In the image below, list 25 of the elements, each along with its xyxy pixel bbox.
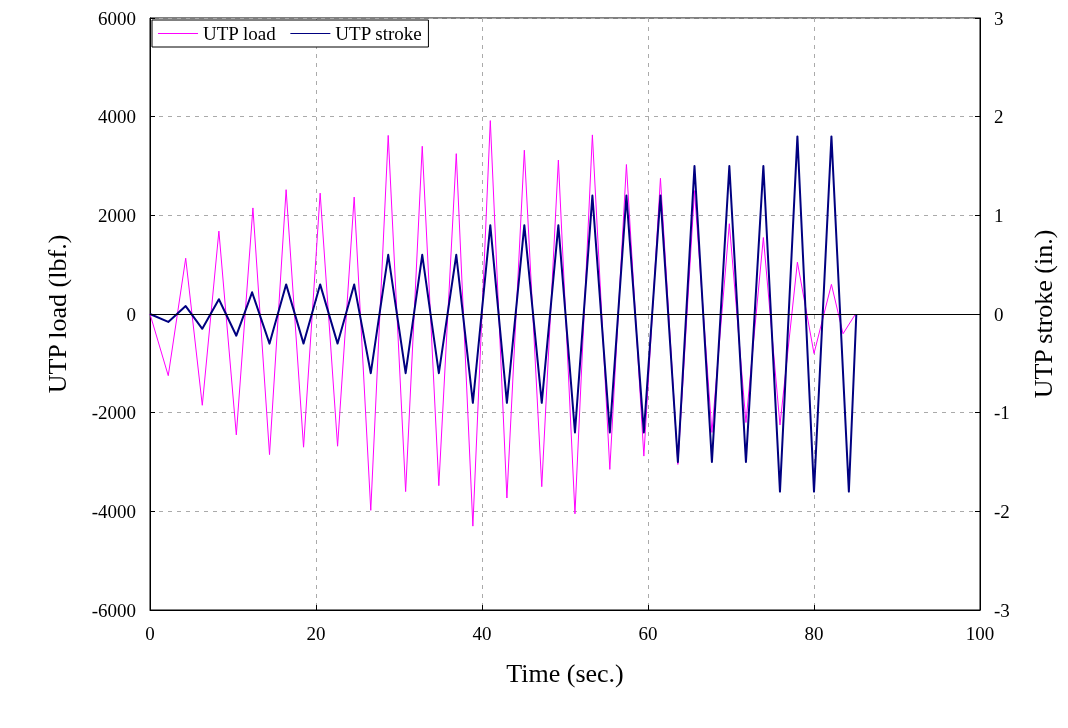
y2-axis-title: UTP stroke (in.) [1028,229,1058,399]
y-tick-label: -2000 [91,402,136,424]
x-tick-label: 100 [965,623,995,644]
y-tick-label: -6000 [91,599,136,621]
x-axis-title: Time (sec.) [506,658,624,688]
legend-label: UTP stroke [335,23,422,44]
y2-tick-label: 3 [994,7,1004,29]
x-tick-label: 20 [306,623,326,644]
y-tick-label: -4000 [91,500,136,522]
y2-tick-label: -1 [994,402,1010,424]
y2-tick-label: -2 [994,500,1010,522]
y-tick-label: 4000 [98,106,136,128]
x-tick-label: 0 [145,623,155,644]
y-tick-label: 6000 [98,7,136,29]
y-axis-title: UTP load (lbf.) [42,234,72,394]
y2-tick-label: 2 [994,106,1004,128]
y-tick-label: 0 [126,303,136,325]
x-tick-label: 40 [472,623,492,644]
x-tick-label: 80 [804,623,824,644]
y2-tick-label: 0 [994,303,1004,325]
y-tick-label: 2000 [98,204,136,226]
legend-label: UTP load [203,23,277,44]
x-tick-label: 60 [638,623,658,644]
y2-tick-label: -3 [994,599,1010,621]
y2-tick-label: 1 [994,204,1004,226]
